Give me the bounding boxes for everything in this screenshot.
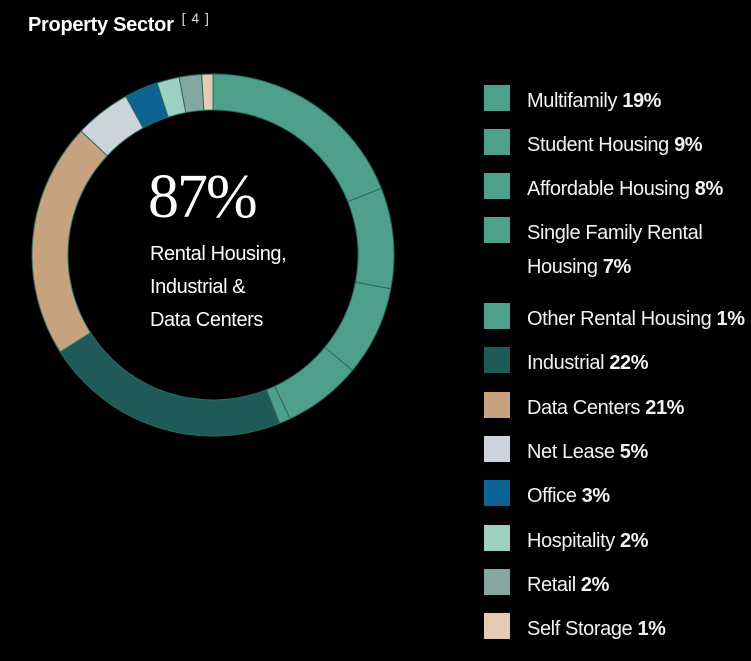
legend-name: Single Family Rental xyxy=(527,222,703,244)
legend-pct: 9% xyxy=(674,134,703,156)
legend-pct: 8% xyxy=(694,178,724,200)
legend-swatch xyxy=(484,85,510,111)
legend-name: Multifamily xyxy=(527,90,618,112)
legend-name: Affordable Housing xyxy=(527,178,690,200)
legend-name: Industrial xyxy=(527,352,605,374)
legend-name: Data Centers xyxy=(527,397,641,419)
donut-slice-student-housing xyxy=(347,187,395,290)
legend-label: Affordable Housing 8% xyxy=(527,172,751,206)
center-caption-line: Industrial & xyxy=(150,276,246,298)
donut-slice-self-storage xyxy=(201,73,214,111)
footnote-marker: [ 4 ] xyxy=(181,10,210,26)
legend-swatch xyxy=(484,392,510,418)
legend-label: Multifamily 19% xyxy=(527,84,751,118)
legend-pct: 21% xyxy=(645,397,685,419)
legend-swatch xyxy=(484,129,510,155)
legend-label: Single Family Rental Housing 7% xyxy=(527,216,751,284)
legend-name: Hospitality xyxy=(527,530,615,552)
legend-pct: 3% xyxy=(581,485,611,507)
title-text: Property Sector xyxy=(28,14,174,36)
legend-swatch xyxy=(484,347,510,373)
legend-name: Student Housing xyxy=(527,134,669,156)
legend-pct: 19% xyxy=(622,90,662,112)
center-caption-line: Data Centers xyxy=(150,309,264,331)
legend-swatch xyxy=(484,217,510,243)
donut-slice-data-centers xyxy=(31,130,109,353)
legend-name: Retail xyxy=(527,574,576,596)
legend-label: Other Rental Housing 1% xyxy=(527,302,751,336)
legend-pct: 5% xyxy=(619,441,649,463)
center-caption-line: Rental Housing, xyxy=(150,243,287,265)
legend-pct: 22% xyxy=(609,352,649,374)
legend-label: Office 3% xyxy=(527,479,751,513)
legend-swatch xyxy=(484,569,510,595)
legend-swatch xyxy=(484,480,510,506)
legend-name: Office xyxy=(527,485,577,507)
legend-swatch xyxy=(484,525,510,551)
legend-pct: 1% xyxy=(716,308,746,330)
legend-label: Student Housing 9% xyxy=(527,128,751,162)
legend-name-continued: Housing xyxy=(527,256,598,278)
center-caption: Rental Housing, Industrial & Data Center… xyxy=(150,238,287,337)
legend-pct: 2% xyxy=(580,574,610,596)
legend-name: Other Rental Housing xyxy=(527,308,712,330)
legend-label: Self Storage 1% xyxy=(527,612,751,646)
legend-swatch xyxy=(484,436,510,462)
chart-title: Property Sector [ 4 ] xyxy=(28,10,210,37)
legend-swatch xyxy=(484,303,510,329)
legend-label: Hospitality 2% xyxy=(527,524,751,558)
legend-pct: 7% xyxy=(602,256,632,278)
legend-swatch xyxy=(484,613,510,639)
legend-label: Industrial 22% xyxy=(527,346,751,380)
legend-name: Net Lease xyxy=(527,441,615,463)
legend-swatch xyxy=(484,173,510,199)
legend-label: Net Lease 5% xyxy=(527,435,751,469)
legend-name: Self Storage xyxy=(527,618,633,640)
legend-label: Retail 2% xyxy=(527,568,751,602)
center-percentage: 87% xyxy=(148,163,258,231)
legend-label: Data Centers 21% xyxy=(527,391,751,425)
legend-pct: 2% xyxy=(620,530,649,552)
legend-pct: 1% xyxy=(637,618,666,640)
donut-slice-industrial xyxy=(59,332,281,437)
